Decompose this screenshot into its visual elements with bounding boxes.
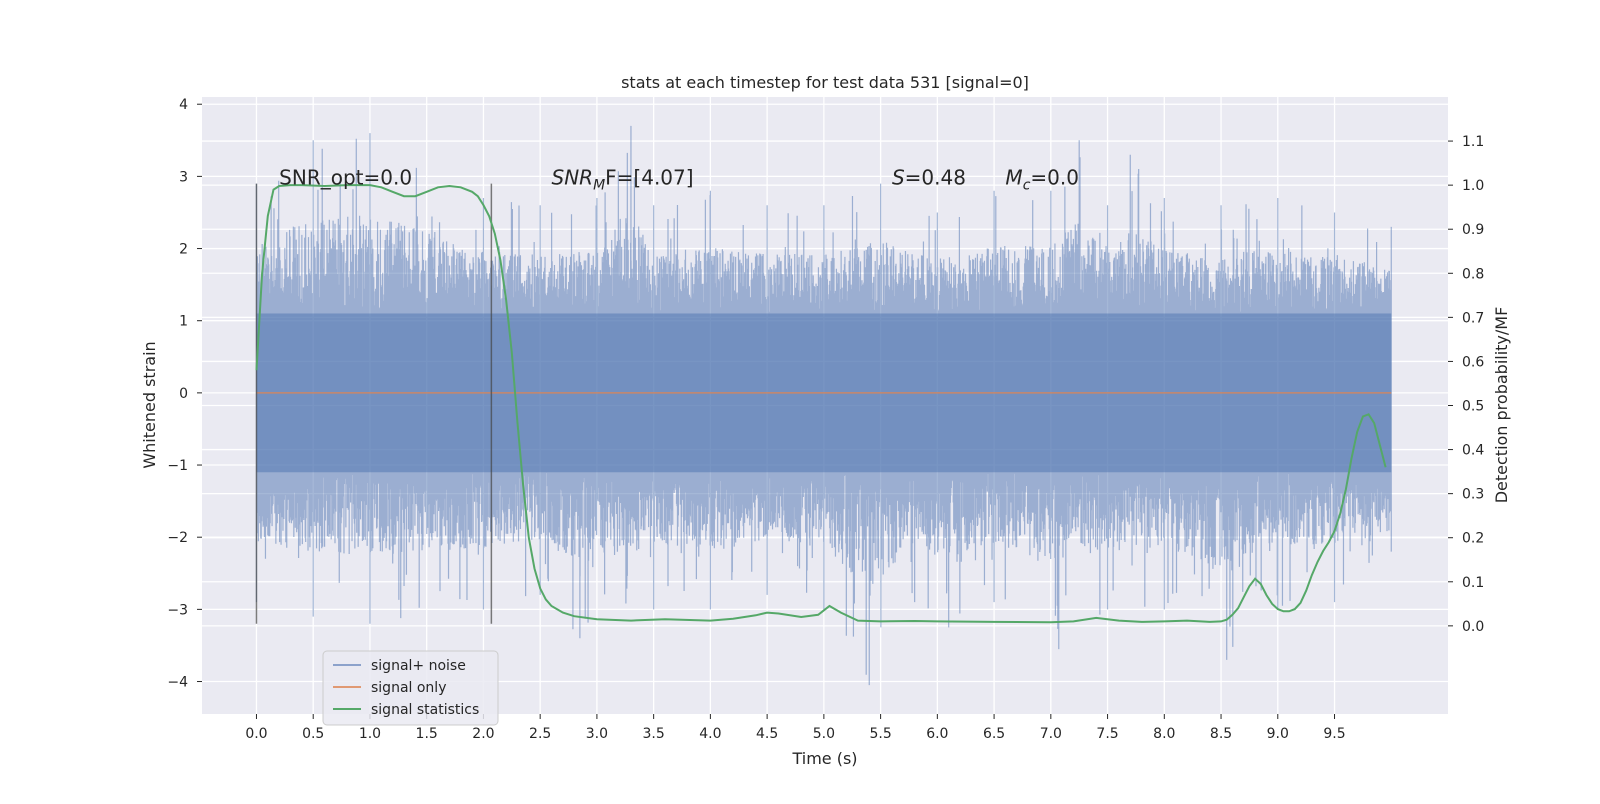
annotation-part: M	[593, 177, 605, 193]
y-tick-label: 2	[179, 242, 188, 258]
x-tick-label: 5.0	[813, 726, 835, 742]
series-layer	[255, 183, 1392, 624]
legend: signal+ noise signal only signal statistic…	[322, 650, 499, 726]
x-axis-label: Time (s)	[791, 749, 857, 768]
y2-tick-label: 0.5	[1462, 399, 1484, 415]
x-tick-label: 0.5	[302, 726, 324, 742]
annotation-text: SNR_opt=0.0	[279, 165, 412, 189]
x-tick-label: 9.0	[1267, 726, 1289, 742]
legend-box	[322, 650, 499, 726]
y2-tick-label: 0.2	[1462, 531, 1484, 547]
x-tick-label: 8.5	[1210, 726, 1232, 742]
annotation-part: c	[1023, 177, 1031, 193]
annotation-part: SNR	[552, 165, 594, 189]
signal-statistics-series	[255, 184, 1387, 624]
y-tick-label: −1	[167, 458, 188, 474]
y-tick-label: 0	[179, 386, 188, 402]
x-tick-label: 2.0	[472, 726, 494, 742]
x-tick-label: 9.5	[1323, 726, 1345, 742]
x-tick-label: 4.5	[756, 726, 778, 742]
annotation-text: SNRMF=[4.07]	[552, 165, 694, 193]
y-tick-label: −2	[167, 530, 188, 546]
x-tick-label: 4.0	[699, 726, 721, 742]
y2-tick-label: 0.8	[1462, 266, 1484, 282]
x-tick-label: 2.5	[529, 726, 551, 742]
y2-tick-label: 0.4	[1462, 443, 1484, 459]
y2-tick-label: 0.9	[1462, 222, 1484, 238]
annotation-layer: SNR_opt=0.0 SNRMF=[4.07] S=0.48 Mc=0.0	[279, 165, 1079, 193]
x-tick-label: 0.0	[245, 726, 267, 742]
y2-tick-label: 1.1	[1462, 134, 1484, 150]
annotation-part: S	[892, 165, 905, 189]
y-tick-label: 4	[179, 97, 188, 113]
y2-tick-label: 0.6	[1462, 354, 1484, 370]
y-axis-label: Whitened strain	[140, 341, 159, 468]
y-tick-label: −3	[167, 602, 188, 618]
y2-tick-label: 1.0	[1462, 178, 1484, 194]
annotation-part: M	[1005, 165, 1022, 189]
y2-axis-label: Detection probability/MF	[1492, 307, 1511, 504]
x-tick-label: 1.0	[359, 726, 381, 742]
annotation-part: F=[4.07]	[605, 165, 693, 189]
annotation-text: Mc=0.0	[1005, 165, 1079, 193]
x-tick-label: 7.5	[1096, 726, 1118, 742]
x-tick-label: 1.5	[416, 726, 438, 742]
x-tick-label: 3.0	[586, 726, 608, 742]
y2-tick-label: 0.0	[1462, 619, 1484, 635]
axes-layer: 0.0 0.5 1.0 1.5 2.0 2.5 3.0 3.5 4.0 4.5 5.0 5.5 6.0 6…	[167, 97, 1484, 742]
y2-tick-label: 0.1	[1462, 575, 1484, 591]
y-tick-label: −4	[167, 675, 188, 691]
y-tick-label: 3	[179, 169, 188, 185]
x-tick-label: 3.5	[643, 726, 665, 742]
x-tick-label: 6.0	[926, 726, 948, 742]
legend-label: signal statistics	[371, 702, 479, 718]
legend-label: signal only	[371, 680, 446, 696]
x-tick-label: 8.0	[1153, 726, 1175, 742]
annotation-text: S=0.48	[892, 165, 966, 189]
chart-title: stats at each timestep for test data 531…	[621, 73, 1029, 92]
x-tick-label: 5.5	[869, 726, 891, 742]
annotation-part: =0.48	[905, 165, 966, 189]
x-tick-label: 7.0	[1040, 726, 1062, 742]
y2-tick-label: 0.3	[1462, 487, 1484, 503]
annotation-part: =0.0	[1030, 165, 1079, 189]
y-tick-label: 1	[179, 314, 188, 330]
legend-label: signal+ noise	[371, 658, 466, 674]
x-tick-label: 6.5	[983, 726, 1005, 742]
y2-tick-label: 0.7	[1462, 310, 1484, 326]
